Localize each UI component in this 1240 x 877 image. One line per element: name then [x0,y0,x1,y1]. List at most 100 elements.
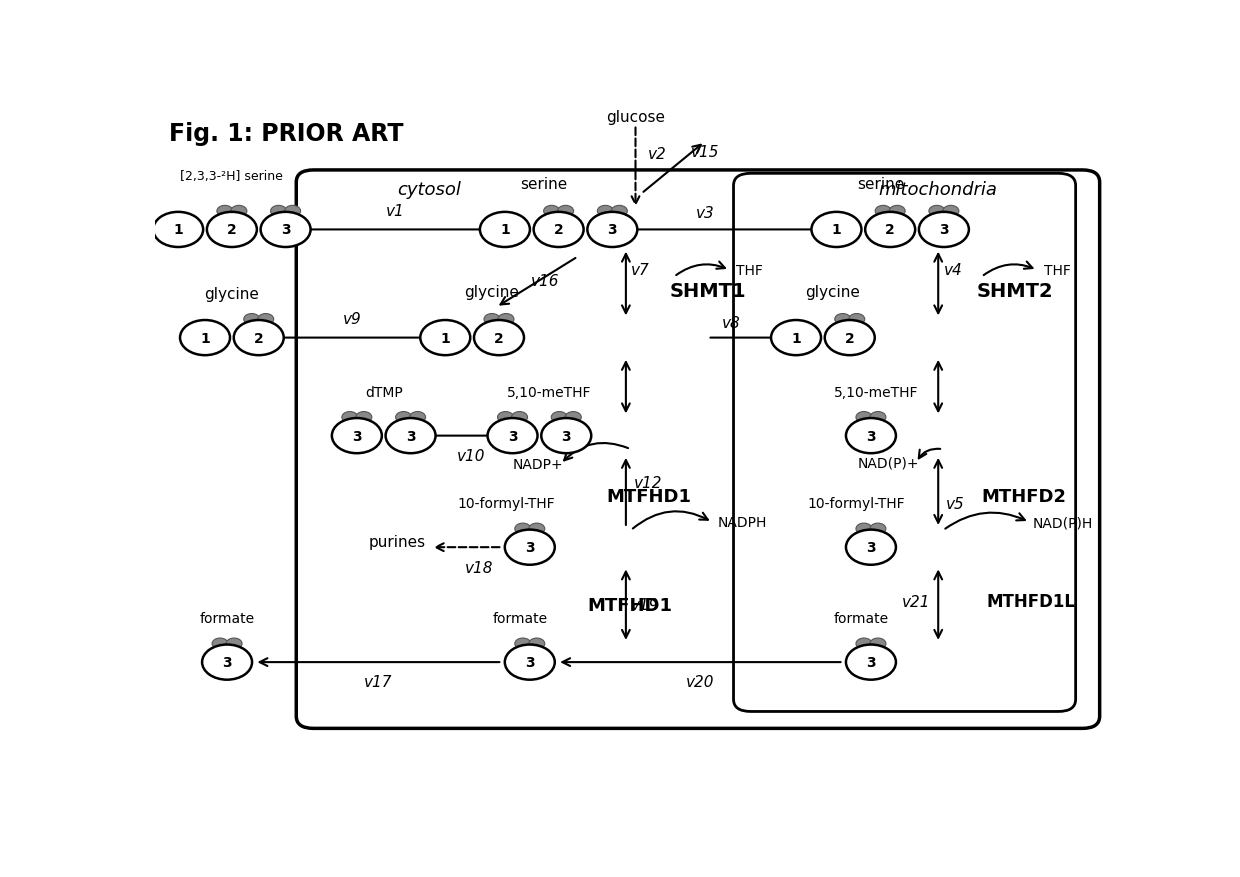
Circle shape [846,418,897,453]
Circle shape [552,412,567,424]
Circle shape [484,314,500,325]
Circle shape [231,206,247,217]
Circle shape [356,412,372,424]
Circle shape [512,412,527,424]
Circle shape [588,212,637,247]
Circle shape [226,638,242,650]
Text: v19: v19 [631,597,660,612]
Circle shape [542,418,591,453]
Text: 3: 3 [280,223,290,237]
Text: NAD(P)+: NAD(P)+ [858,456,919,470]
Text: 3: 3 [562,429,572,443]
Text: 3: 3 [222,655,232,669]
Text: 1: 1 [200,332,210,346]
Text: 2: 2 [227,223,237,237]
Text: NADPH: NADPH [717,516,766,530]
Circle shape [543,206,559,217]
Text: 3: 3 [352,429,362,443]
Text: glycine: glycine [205,287,259,302]
Circle shape [342,412,358,424]
Circle shape [487,418,537,453]
Text: v17: v17 [365,674,393,688]
Text: 3: 3 [525,540,534,554]
Text: Fig. 1: PRIOR ART: Fig. 1: PRIOR ART [170,122,404,146]
Circle shape [515,638,531,650]
Circle shape [234,321,284,356]
Circle shape [856,524,872,535]
Text: 2: 2 [885,223,895,237]
Text: 3: 3 [608,223,618,237]
Circle shape [270,206,286,217]
Circle shape [856,638,872,650]
Circle shape [285,206,300,217]
Text: v8: v8 [722,316,740,331]
Circle shape [258,314,274,325]
Circle shape [870,524,885,535]
Text: 2: 2 [494,332,503,346]
Circle shape [919,212,968,247]
FancyBboxPatch shape [296,171,1100,729]
Circle shape [396,412,412,424]
Circle shape [505,645,554,680]
Text: MTFHD1: MTFHD1 [606,488,692,506]
Circle shape [154,212,203,247]
Text: 2: 2 [254,332,264,346]
Text: 3: 3 [405,429,415,443]
Text: v5: v5 [946,496,965,511]
Text: v21: v21 [901,594,930,609]
Text: NAD(P)H: NAD(P)H [1033,516,1092,530]
Text: 1: 1 [174,223,184,237]
Text: purines: purines [368,535,427,550]
Text: glycine: glycine [464,285,518,300]
Circle shape [332,418,382,453]
Circle shape [558,206,574,217]
Text: formate: formate [833,611,889,625]
Text: cytosol: cytosol [397,181,461,199]
Circle shape [409,412,425,424]
Circle shape [846,645,897,680]
Circle shape [846,530,897,565]
Circle shape [474,321,525,356]
Text: v10: v10 [456,449,485,464]
Text: NADP+: NADP+ [513,458,563,472]
Circle shape [611,206,627,217]
Text: [2,3,3-²H] serine: [2,3,3-²H] serine [181,169,283,182]
Circle shape [889,206,905,217]
Circle shape [528,524,544,535]
Circle shape [835,314,851,325]
Circle shape [497,412,513,424]
Text: 10-formyl-THF: 10-formyl-THF [458,496,554,510]
Text: 3: 3 [866,429,875,443]
Text: 3: 3 [939,223,949,237]
Text: 1: 1 [440,332,450,346]
Text: 1: 1 [791,332,801,346]
Circle shape [856,412,872,424]
Circle shape [533,212,584,247]
Text: glucose: glucose [606,110,665,125]
Circle shape [207,212,257,247]
Text: v4: v4 [944,263,962,278]
Text: v18: v18 [465,560,494,575]
Text: v7: v7 [631,263,650,278]
Text: 1: 1 [832,223,841,237]
Text: v20: v20 [686,674,714,688]
Text: MTHFD2: MTHFD2 [982,488,1066,506]
Text: formate: formate [492,611,548,625]
Circle shape [598,206,614,217]
Text: v16: v16 [531,274,559,289]
Circle shape [811,212,862,247]
FancyBboxPatch shape [734,175,1075,711]
Text: 3: 3 [866,540,875,554]
Text: v2: v2 [649,147,667,162]
Text: serine: serine [521,177,568,192]
Text: v3: v3 [696,206,714,221]
Text: v9: v9 [342,312,361,327]
Circle shape [260,212,310,247]
Circle shape [217,206,233,217]
Text: 5,10-meTHF: 5,10-meTHF [507,385,591,399]
Text: MTFHD1: MTFHD1 [588,596,672,614]
Circle shape [825,321,874,356]
Circle shape [929,206,945,217]
Text: THF: THF [737,264,764,278]
Text: formate: formate [200,611,254,625]
